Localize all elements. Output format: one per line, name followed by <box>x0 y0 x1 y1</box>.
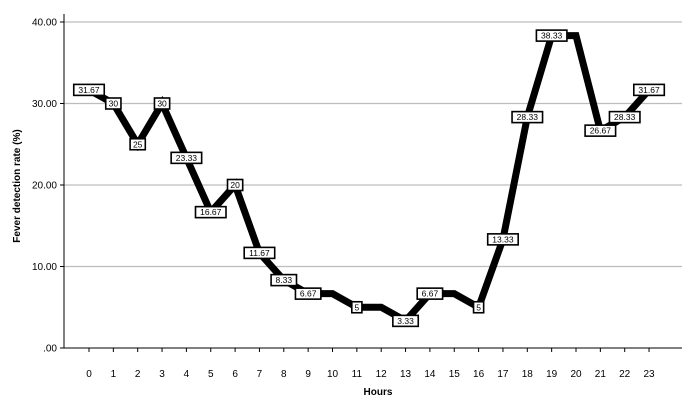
data-label-text: 8.33 <box>276 275 293 285</box>
data-label-text: 5 <box>354 302 359 312</box>
data-labels: 31.67 30 25 30 23.33 16.67 20 11.67 8.33 6.67 5 3.3… <box>72 29 666 328</box>
y-tick-label: .00 <box>43 344 57 355</box>
data-label: 11.67 <box>243 246 276 260</box>
data-label: 31.67 <box>72 83 106 97</box>
data-label-text: 23.33 <box>176 153 198 163</box>
y-tick-label: 10.00 <box>32 262 57 273</box>
x-tick-label: 21 <box>595 369 607 380</box>
y-tick-labels: .00 10.00 20.00 30.00 40.00 <box>32 18 57 355</box>
y-tick-label: 30.00 <box>32 99 57 110</box>
data-label-box <box>472 300 485 314</box>
x-tick-label: 18 <box>522 369 534 380</box>
data-label: 38.33 <box>535 29 568 42</box>
data-label-box <box>194 205 227 219</box>
data-label-box <box>294 287 322 300</box>
data-label: 28.33 <box>608 110 641 124</box>
data-label-text: 6.67 <box>300 289 317 299</box>
x-tick-label: 4 <box>184 369 190 380</box>
x-tick-label: 11 <box>352 369 363 380</box>
data-label: 16.67 <box>194 205 227 219</box>
x-tick-label: 16 <box>473 369 485 380</box>
x-tick-label: 3 <box>159 369 165 380</box>
data-label-box <box>392 314 420 328</box>
data-label-box <box>226 178 244 192</box>
data-label: 31.67 <box>632 83 666 97</box>
data-label: 20 <box>226 178 244 192</box>
x-tick-label: 13 <box>400 369 412 380</box>
data-label-box <box>153 97 171 110</box>
x-tick-label: 10 <box>327 369 339 380</box>
gridlines <box>64 21 682 268</box>
data-label-text: 25 <box>133 139 143 149</box>
data-label-text: 31.67 <box>638 85 660 95</box>
x-tick-label: 6 <box>232 369 238 380</box>
data-label-box <box>486 233 520 246</box>
data-label-text: 6.67 <box>422 289 439 299</box>
data-label: 28.33 <box>511 110 544 124</box>
x-tick-label: 20 <box>570 369 582 380</box>
x-tick-label: 8 <box>281 369 287 380</box>
x-tick-label: 5 <box>208 369 214 380</box>
data-label-box <box>104 97 122 110</box>
series-line <box>87 32 652 326</box>
data-label: 30 <box>104 97 122 110</box>
data-label: 8.33 <box>270 273 298 287</box>
x-tick-label: 15 <box>449 369 461 380</box>
data-label-text: 16.67 <box>200 207 222 217</box>
data-label-text: 3.33 <box>397 316 414 326</box>
x-tick-label: 12 <box>376 369 388 380</box>
data-label-text: 20 <box>230 180 240 190</box>
x-tick-label: 2 <box>135 369 141 380</box>
x-tick-labels: 0 1 2 3 4 5 6 7 8 9 10 11 12 13 14 15 16 17 18 19 20 21 22 23 <box>86 369 655 380</box>
data-label-box <box>608 110 641 124</box>
data-label: 23.33 <box>170 151 203 165</box>
data-label-text: 38.33 <box>541 31 563 41</box>
x-tick-label: 22 <box>619 369 631 380</box>
data-label-text: 11.67 <box>249 248 270 258</box>
y-axis-title: Fever detection rate (%) <box>12 129 23 242</box>
axes <box>60 14 682 352</box>
data-label-box <box>416 287 444 300</box>
x-tick-label: 9 <box>305 369 311 380</box>
series-line-path <box>87 32 652 326</box>
data-label-text: 28.33 <box>517 112 539 122</box>
data-label-text: 30 <box>109 99 119 109</box>
data-label: 5 <box>350 300 363 314</box>
data-label-box <box>129 137 147 151</box>
data-label-text: 5 <box>476 302 481 312</box>
data-label: 26.67 <box>584 124 617 137</box>
x-tick-label: 1 <box>111 369 117 380</box>
data-label-box <box>72 83 106 97</box>
data-label-box <box>350 300 363 314</box>
x-tick-label: 14 <box>424 369 436 380</box>
data-label: 6.67 <box>416 287 444 300</box>
x-tick-label: 17 <box>497 369 509 380</box>
data-label-box <box>243 246 276 260</box>
data-label-box <box>511 110 544 124</box>
data-label-box <box>270 273 298 287</box>
x-tick-label: 23 <box>643 369 655 380</box>
data-label-box <box>170 151 203 165</box>
data-label: 3.33 <box>392 314 420 328</box>
y-tick-label: 20.00 <box>32 181 57 192</box>
data-label: 13.33 <box>486 233 520 246</box>
data-label: 5 <box>472 300 485 314</box>
data-label-text: 28.33 <box>614 112 636 122</box>
x-tick-label: 0 <box>86 369 92 380</box>
data-label-box <box>584 124 617 137</box>
x-axis-title: Hours <box>364 387 393 398</box>
data-label-text: 13.33 <box>492 234 514 244</box>
x-tick-label: 19 <box>546 369 558 380</box>
y-tick-label: 40.00 <box>32 18 57 29</box>
data-label-text: 31.67 <box>78 85 100 95</box>
data-label-box <box>535 29 568 42</box>
data-label: 30 <box>153 97 171 110</box>
data-label-text: 30 <box>157 99 167 109</box>
data-label: 6.67 <box>294 287 322 300</box>
x-tick-label: 7 <box>257 369 263 380</box>
data-label: 25 <box>129 137 147 151</box>
data-label-text: 26.67 <box>590 126 612 136</box>
data-label-box <box>632 83 666 97</box>
